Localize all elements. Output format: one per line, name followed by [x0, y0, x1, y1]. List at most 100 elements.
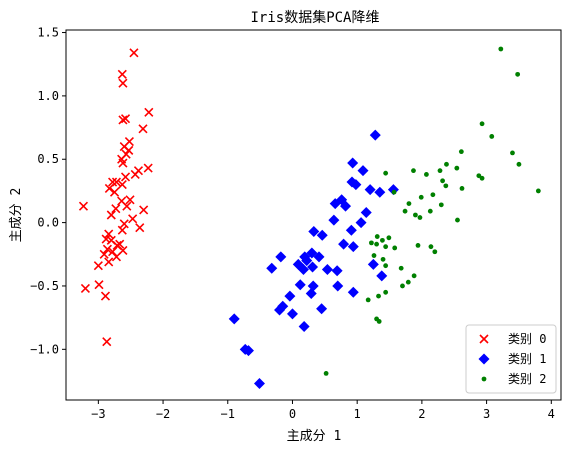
data-point: [432, 249, 438, 255]
data-point: [118, 78, 128, 88]
data-point: [383, 263, 389, 269]
data-point: [321, 263, 333, 275]
data-point: [329, 198, 341, 210]
data-point: [376, 270, 388, 282]
data-point: [459, 185, 465, 191]
data-point: [427, 208, 433, 214]
series-2: [323, 46, 541, 376]
x-axis-label: 主成分 1: [287, 429, 342, 444]
x-tick-label: −3: [91, 407, 105, 421]
data-point: [376, 319, 382, 324]
data-point: [406, 201, 412, 206]
data-point: [515, 71, 521, 77]
data-point: [411, 168, 416, 174]
legend-label: 类别 0: [508, 332, 546, 346]
data-point: [78, 201, 89, 211]
data-point: [374, 241, 379, 247]
data-point: [364, 184, 376, 196]
legend-item: 类别 2: [481, 372, 546, 386]
data-point: [102, 337, 112, 347]
data-point: [125, 195, 135, 205]
legend: 类别 0 类别 1 类别 2: [465, 324, 557, 394]
y-tick-label: −0.5: [30, 279, 59, 293]
data-point: [228, 313, 240, 325]
data-point: [323, 370, 329, 376]
data-point: [102, 244, 112, 254]
data-point: [316, 229, 328, 241]
x-tick-label: 1: [354, 407, 361, 421]
data-point: [305, 288, 317, 300]
chart-title: Iris数据集PCA降维: [250, 9, 379, 26]
data-point: [444, 161, 449, 167]
data-point: [104, 257, 114, 267]
data-point: [383, 289, 389, 295]
data-point: [400, 283, 405, 289]
data-point: [376, 293, 381, 299]
data-point: [139, 205, 149, 215]
data-point: [454, 165, 460, 171]
y-axis: −1.0 −0.5 0.0 0.5 1.0 1.5: [30, 26, 66, 356]
data-point: [313, 251, 325, 263]
data-point: [417, 215, 423, 220]
data-point: [118, 115, 128, 125]
data-point: [106, 210, 116, 220]
data-point: [338, 238, 350, 250]
data-point: [458, 149, 464, 155]
data-point: [108, 177, 118, 187]
data-point: [144, 107, 154, 117]
data-point: [117, 180, 127, 190]
data-point: [430, 192, 436, 198]
data-point: [418, 194, 424, 200]
legend-marker: [481, 376, 487, 382]
data-point: [286, 308, 298, 320]
data-point: [111, 252, 122, 262]
data-point: [275, 251, 287, 263]
data-point: [440, 178, 445, 184]
y-tick-label: −1.0: [30, 342, 59, 356]
data-point: [94, 280, 104, 290]
legend-item: 类别 1: [478, 352, 546, 366]
data-point: [386, 235, 392, 241]
data-point: [104, 229, 114, 239]
x-tick-label: 2: [418, 407, 425, 421]
y-tick-label: 0.0: [37, 216, 59, 230]
data-point: [117, 69, 127, 79]
legend-item: 类别 0: [479, 332, 546, 346]
data-point: [143, 163, 153, 173]
data-point: [383, 170, 389, 176]
data-point: [108, 247, 118, 257]
data-point: [129, 48, 139, 58]
data-point: [307, 261, 319, 273]
data-point: [347, 241, 359, 253]
data-point: [316, 303, 328, 315]
data-point: [111, 177, 122, 187]
plot-frame: [65, 29, 562, 401]
legend-marker: [479, 334, 489, 344]
data-point: [479, 121, 485, 127]
data-point: [380, 237, 385, 243]
data-point: [301, 255, 313, 267]
data-point: [242, 345, 254, 357]
series-0: [78, 48, 154, 347]
data-point: [365, 297, 371, 303]
data-point: [284, 290, 296, 302]
data-point: [374, 186, 386, 198]
data-point: [510, 150, 515, 156]
data-point: [424, 172, 429, 177]
series-1: [228, 129, 399, 390]
data-point: [80, 283, 90, 294]
data-point: [476, 173, 482, 179]
data-point: [109, 187, 120, 197]
data-point: [345, 224, 357, 236]
data-point: [350, 179, 362, 191]
data-point: [405, 279, 411, 285]
legend-box: [465, 324, 557, 394]
data-point: [266, 262, 278, 274]
data-point: [120, 114, 131, 124]
data-point: [115, 239, 125, 249]
data-point: [357, 165, 369, 177]
data-point: [307, 280, 319, 292]
data-point: [332, 280, 344, 292]
data-point: [274, 304, 286, 316]
